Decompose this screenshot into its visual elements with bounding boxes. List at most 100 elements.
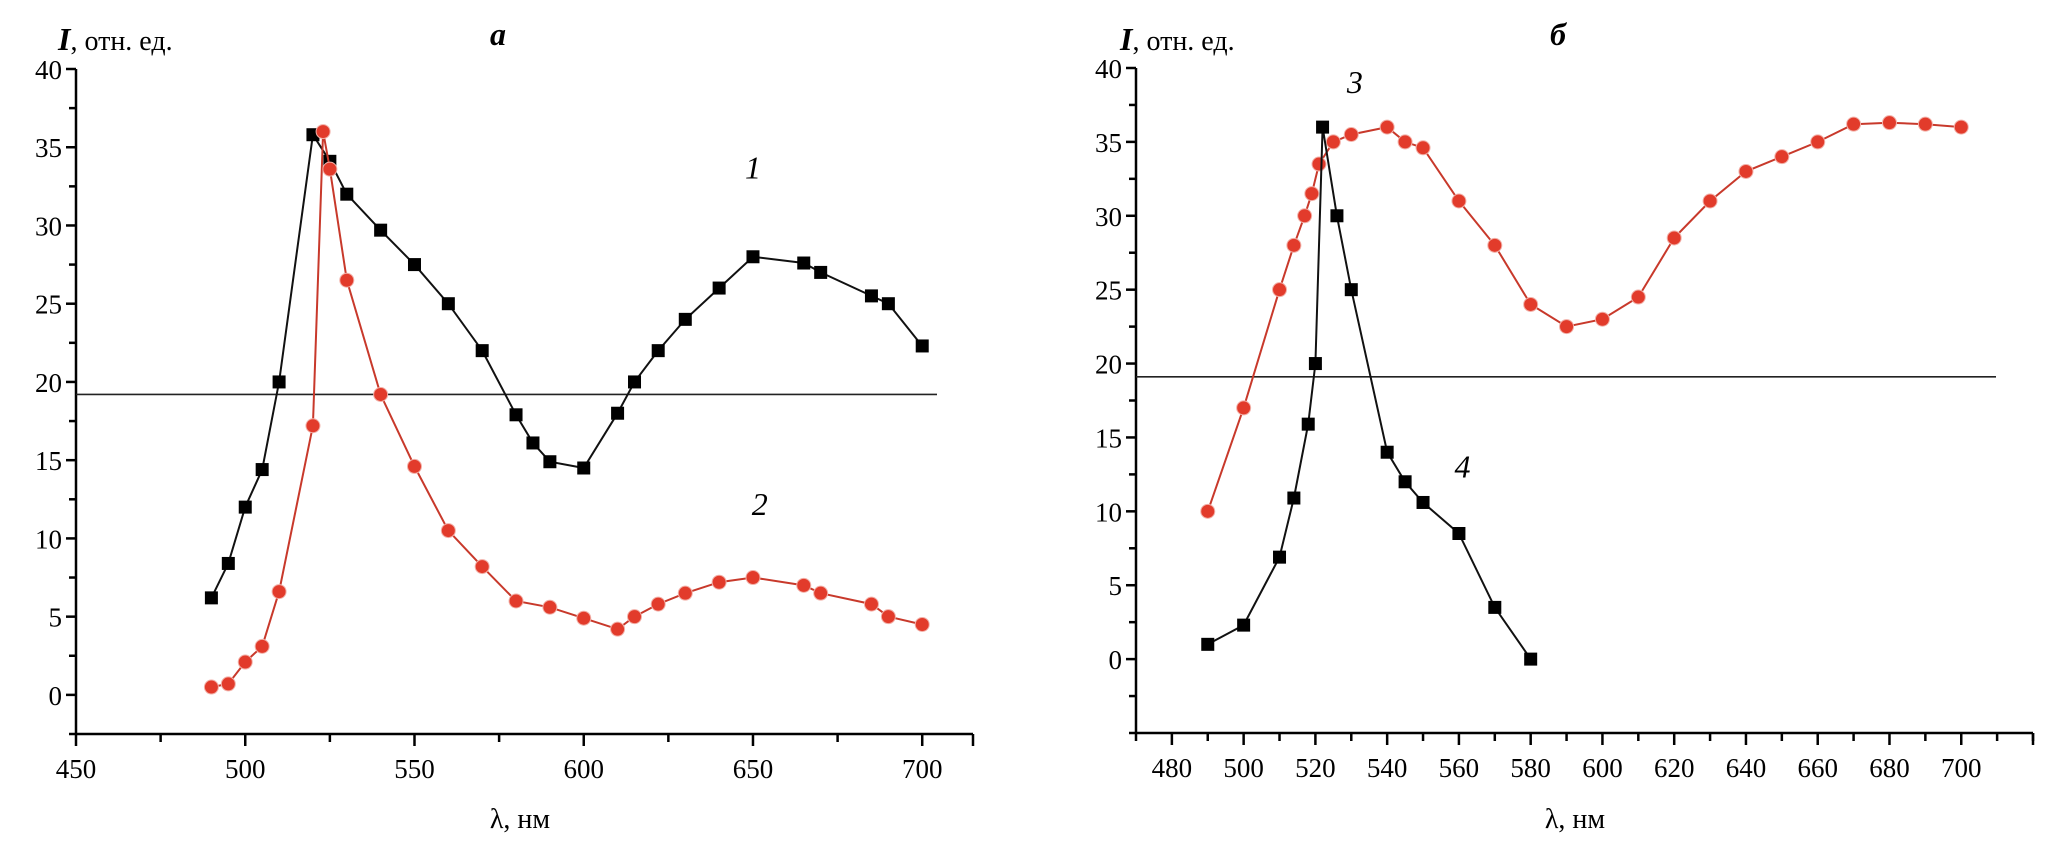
y-tick-label: 35 <box>35 133 62 163</box>
data-point-circle <box>627 609 643 625</box>
x-tick-label: 550 <box>394 754 435 784</box>
data-point-circle <box>1304 186 1320 202</box>
data-point-square <box>611 406 625 420</box>
data-point-circle <box>1415 140 1431 156</box>
y-tick-label: 15 <box>35 446 62 476</box>
series-2 <box>203 124 930 695</box>
data-point-circle <box>373 386 389 402</box>
data-point-square <box>1452 527 1466 540</box>
y-tick-label: 5 <box>1109 571 1123 601</box>
data-point-circle <box>1846 116 1862 132</box>
y-axis-title: I, отн. ед. <box>1119 21 1235 57</box>
curve-label-3: 3 <box>1346 64 1363 100</box>
x-tick-label: 450 <box>56 754 97 784</box>
series-3 <box>1200 115 1969 519</box>
x-tick-label: 640 <box>1726 753 1767 783</box>
data-point-circle <box>576 610 592 626</box>
data-point-square <box>1398 475 1412 489</box>
y-tick-label: 25 <box>1095 276 1122 306</box>
data-point-square <box>1316 120 1330 134</box>
data-point-circle <box>1200 503 1216 519</box>
data-point-circle <box>315 124 331 140</box>
data-point-circle <box>1451 193 1467 209</box>
data-point-circle <box>1953 119 1969 135</box>
data-point-circle <box>305 418 321 434</box>
data-point-square <box>797 256 811 270</box>
data-point-circle <box>1343 127 1359 142</box>
data-point-circle <box>610 621 626 637</box>
y-tick-label: 35 <box>1095 128 1122 158</box>
y-tick-label: 0 <box>49 681 63 711</box>
panel-letter: a <box>490 16 506 52</box>
data-point-circle <box>322 161 338 177</box>
data-point-circle <box>880 609 896 625</box>
data-point-circle <box>711 574 727 590</box>
data-point-circle <box>1594 311 1610 327</box>
data-point-square <box>651 344 665 358</box>
x-tick-label: 600 <box>563 754 604 784</box>
data-point-circle <box>220 676 236 692</box>
data-point-square <box>1308 357 1322 371</box>
data-point-circle <box>339 272 355 288</box>
x-tick-label: 580 <box>1510 753 1551 783</box>
x-tick-label: 600 <box>1582 753 1623 783</box>
x-tick-label: 500 <box>225 754 266 784</box>
data-point-circle <box>745 570 761 586</box>
data-point-square <box>1287 491 1301 505</box>
data-point-circle <box>1559 319 1575 335</box>
data-point-square <box>1237 618 1251 632</box>
data-point-circle <box>1286 237 1302 253</box>
data-point-circle <box>237 654 253 670</box>
x-tick-label: 700 <box>902 754 943 784</box>
data-point-square <box>881 297 895 311</box>
data-point-square <box>407 258 421 272</box>
data-point-square <box>374 223 388 237</box>
y-tick-label: 10 <box>35 524 62 554</box>
y-tick-label: 20 <box>35 368 62 398</box>
x-tick-label: 500 <box>1223 753 1264 783</box>
data-point-square <box>238 500 252 514</box>
data-point-circle <box>677 585 693 601</box>
data-point-circle <box>508 593 524 609</box>
data-point-circle <box>1774 149 1790 165</box>
data-point-circle <box>813 585 829 601</box>
x-tick-label: 680 <box>1869 753 1910 783</box>
y-axis-unit: , отн. ед. <box>1132 26 1234 57</box>
curve-label-1: 1 <box>745 150 761 186</box>
y-tick-label: 40 <box>1095 54 1122 84</box>
series-4-line <box>1207 126 1532 660</box>
data-point-circle <box>1630 289 1646 305</box>
x-tick-label: 520 <box>1295 753 1336 783</box>
data-point-circle <box>1379 119 1395 135</box>
data-point-square <box>509 408 523 422</box>
data-point-square <box>577 461 591 475</box>
panel-letter: б <box>1550 16 1568 52</box>
data-point-circle <box>1810 134 1826 150</box>
data-point-circle <box>1236 400 1252 416</box>
x-axis-title: λ, нм <box>1545 804 1606 835</box>
data-point-circle <box>1311 156 1327 172</box>
data-point-square <box>272 375 286 389</box>
curve-label-4: 4 <box>1455 448 1471 484</box>
x-tick-label: 660 <box>1797 753 1838 783</box>
data-point-square <box>1488 600 1502 614</box>
curve-label-2: 2 <box>752 486 768 522</box>
data-point-square <box>475 344 489 358</box>
data-point-circle <box>863 596 879 612</box>
x-axis-title: λ, нм <box>490 804 551 835</box>
data-point-square <box>678 312 692 326</box>
x-tick-label: 480 <box>1152 753 1193 783</box>
data-point-square <box>1330 209 1344 223</box>
data-point-square <box>746 250 760 264</box>
data-point-square <box>1344 283 1358 297</box>
data-point-circle <box>1397 134 1413 150</box>
y-axis-symbol: I <box>57 21 72 57</box>
data-point-circle <box>1738 163 1754 179</box>
data-point-circle <box>203 679 219 695</box>
y-tick-label: 30 <box>1095 202 1122 232</box>
data-point-square <box>814 265 828 279</box>
y-tick-label: 40 <box>35 55 62 85</box>
y-tick-label: 15 <box>1095 423 1122 453</box>
series-1 <box>204 128 929 605</box>
